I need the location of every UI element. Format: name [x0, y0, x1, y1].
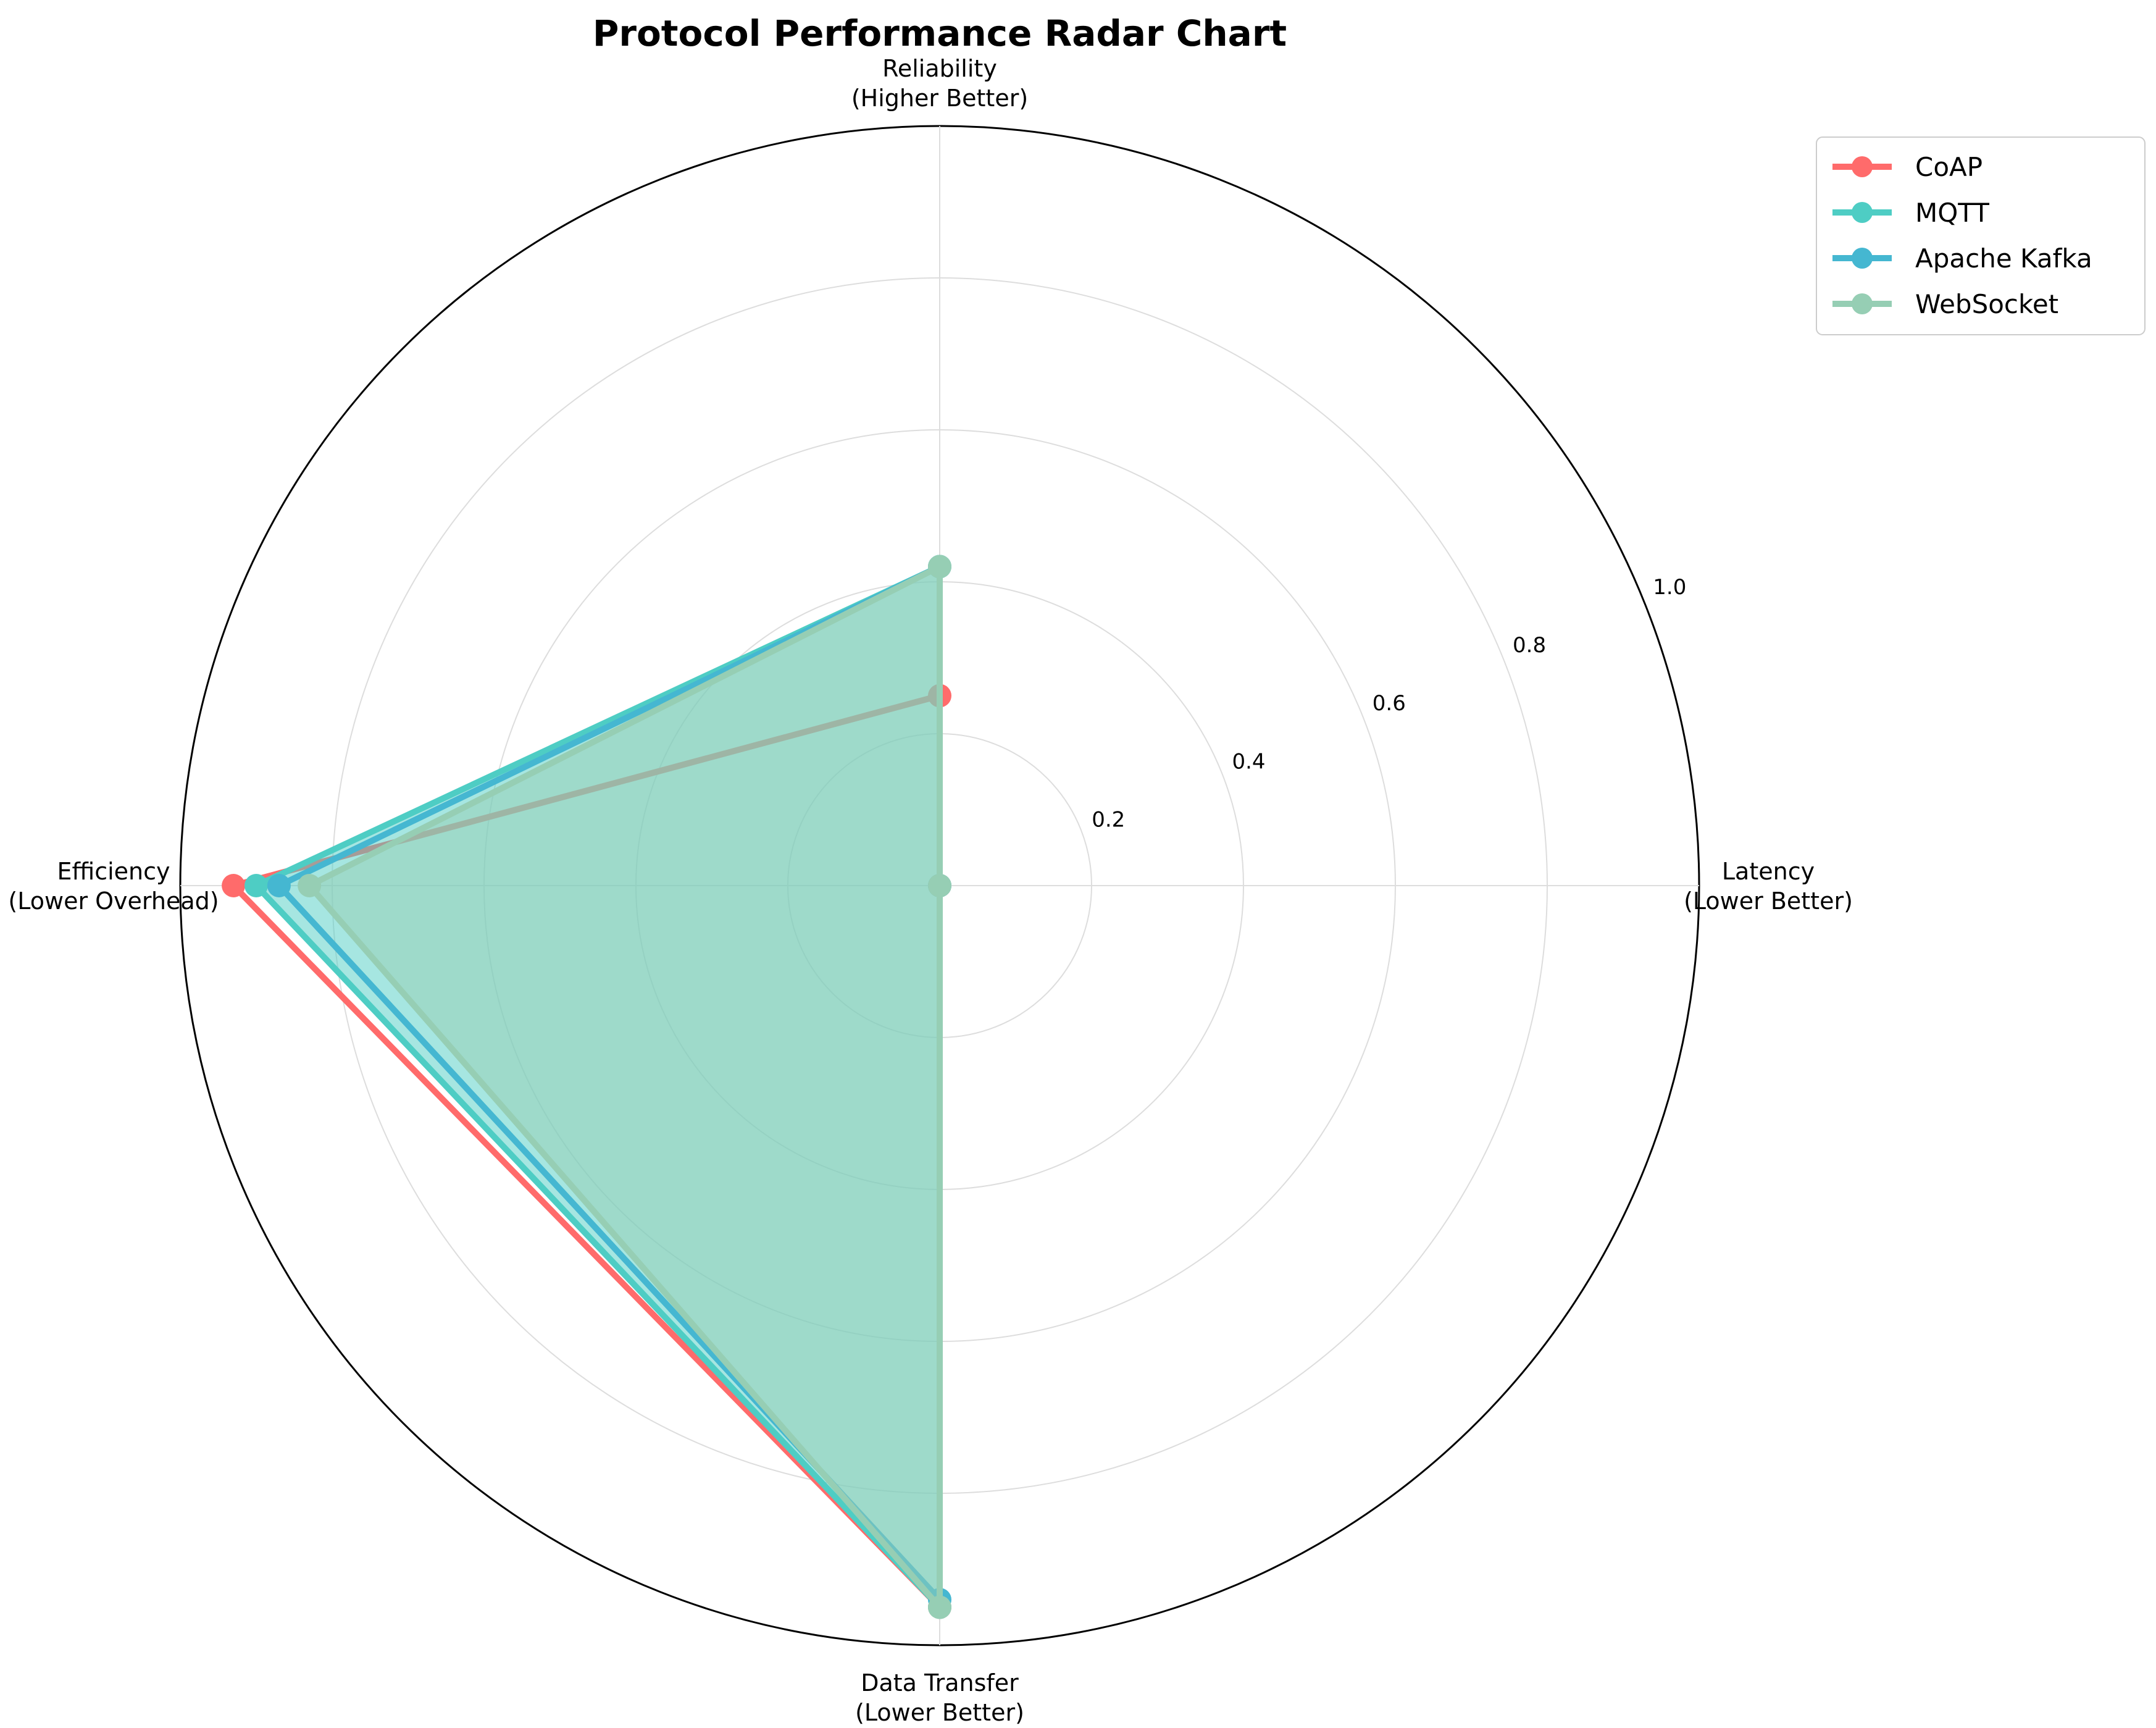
legend-label: CoAP [1915, 152, 1983, 182]
series-point [298, 874, 322, 897]
axis-label: Efficiency [57, 858, 170, 885]
legend-marker [1852, 293, 1873, 314]
series-layer [222, 555, 951, 1619]
series-point [928, 1595, 951, 1619]
r-tick-label: 1.0 [1653, 575, 1686, 600]
legend-marker [1852, 248, 1873, 269]
series-point [222, 874, 246, 897]
axis-label: (Higher Better) [851, 85, 1028, 112]
axis-label: Reliability [882, 55, 997, 82]
legend-label: Apache Kafka [1915, 243, 2092, 274]
axis-label: Data Transfer [861, 1669, 1019, 1697]
legend-label: MQTT [1915, 198, 1989, 228]
series-point [267, 874, 291, 897]
axis-label: (Lower Better) [855, 1699, 1024, 1726]
series-fill [309, 566, 940, 1608]
legend-marker [1852, 156, 1873, 177]
legend-box [1816, 136, 2146, 335]
r-tick-label: 0.6 [1373, 691, 1406, 716]
legend: CoAP MQTT Apache Kafka WebSocket [1816, 136, 2146, 335]
series-point [928, 555, 951, 579]
axis-label: Latency [1722, 858, 1815, 885]
legend-marker [1852, 202, 1873, 223]
series-point [928, 874, 951, 897]
series-point [244, 874, 268, 897]
axis-label: (Lower Overhead) [8, 887, 219, 915]
r-tick-label: 0.4 [1232, 749, 1265, 774]
r-tick-label: 0.2 [1092, 808, 1125, 833]
legend-label: WebSocket [1915, 289, 2058, 319]
chart-title: Protocol Performance Radar Chart [593, 12, 1287, 54]
label-layer: Reliability(Higher Better)Efficiency(Low… [8, 55, 1852, 1726]
axis-label: (Lower Better) [1684, 887, 1853, 915]
r-tick-label: 0.8 [1513, 633, 1546, 658]
